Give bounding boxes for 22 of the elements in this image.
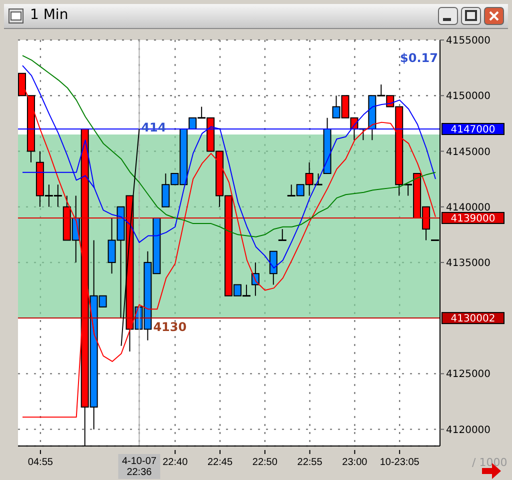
x-tick-label: 22:45 (208, 457, 233, 468)
chart-title: 1 Min (30, 7, 68, 23)
x-tick-label: 22:40 (162, 457, 188, 468)
x-tick-label: 10-23:05 (380, 457, 420, 468)
y-tick-label: 4150000 (446, 91, 491, 102)
y-tick-label: 4135000 (446, 258, 491, 270)
ref-line-label: 4139000 (450, 213, 496, 224)
annotation: $0.17 (400, 51, 438, 65)
x-tick-label: 04:55 (28, 457, 54, 468)
y-tick-label: 4155000 (446, 36, 491, 47)
y-tick-label: 4125000 (446, 369, 491, 380)
text: / 1000 (472, 456, 508, 469)
x-tick-label: 23:00 (342, 457, 368, 468)
x-tick-label: 22:50 (252, 457, 278, 468)
x-tick-label: 22:55 (297, 457, 323, 468)
y-tick-label: 4145000 (446, 146, 491, 158)
y-tick-label: 4140000 (446, 202, 491, 214)
ref-line-label: 4130002 (450, 314, 496, 325)
x-tick-label: 4-10-07 22:36 (122, 456, 157, 478)
annotation: 4130 (153, 320, 187, 334)
ref-line-label: 4147000 (450, 124, 496, 136)
y-tick-label: 4120000 (446, 424, 491, 436)
